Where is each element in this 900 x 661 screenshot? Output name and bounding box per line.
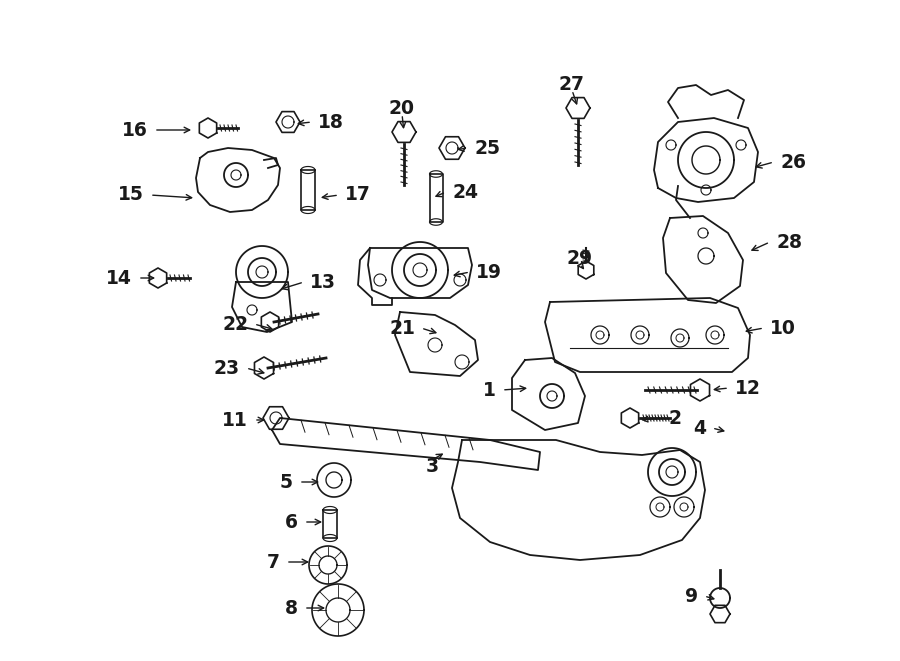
Text: 8: 8 <box>285 598 298 617</box>
Text: 19: 19 <box>476 262 502 282</box>
Text: 18: 18 <box>318 112 344 132</box>
Polygon shape <box>392 242 448 298</box>
Polygon shape <box>272 418 540 470</box>
Polygon shape <box>512 358 585 430</box>
Text: 11: 11 <box>222 410 248 430</box>
Text: 29: 29 <box>567 249 593 268</box>
Text: 26: 26 <box>780 153 806 171</box>
Text: 9: 9 <box>685 586 698 605</box>
Polygon shape <box>654 118 758 202</box>
Polygon shape <box>232 282 292 332</box>
Polygon shape <box>545 298 750 372</box>
Text: 13: 13 <box>310 272 336 292</box>
Text: 17: 17 <box>345 186 371 204</box>
Text: 28: 28 <box>776 233 802 251</box>
Polygon shape <box>236 246 288 298</box>
Polygon shape <box>663 216 743 303</box>
Polygon shape <box>196 148 280 212</box>
Text: 22: 22 <box>222 315 248 334</box>
Text: 21: 21 <box>389 319 415 338</box>
Text: 5: 5 <box>280 473 293 492</box>
Text: 7: 7 <box>267 553 280 572</box>
Text: 23: 23 <box>214 358 240 377</box>
Text: 1: 1 <box>483 381 496 399</box>
Text: 20: 20 <box>389 98 415 118</box>
Text: 4: 4 <box>693 418 706 438</box>
Text: 24: 24 <box>452 182 478 202</box>
Text: 27: 27 <box>559 75 585 93</box>
Text: 12: 12 <box>735 379 760 397</box>
Polygon shape <box>368 248 472 298</box>
Polygon shape <box>452 440 705 560</box>
Text: 14: 14 <box>106 268 132 288</box>
Text: 25: 25 <box>474 139 500 157</box>
Text: 3: 3 <box>426 457 438 475</box>
Text: 6: 6 <box>285 512 298 531</box>
Polygon shape <box>648 448 696 496</box>
Text: 16: 16 <box>122 120 148 139</box>
Text: 15: 15 <box>118 186 144 204</box>
Text: 2: 2 <box>668 408 681 428</box>
Polygon shape <box>395 312 478 376</box>
Text: 10: 10 <box>770 319 796 338</box>
